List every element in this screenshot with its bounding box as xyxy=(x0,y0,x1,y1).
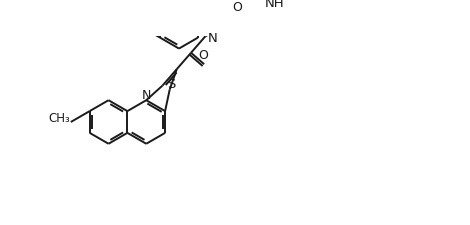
Text: S: S xyxy=(167,78,175,91)
Text: O: O xyxy=(232,1,243,14)
Text: NH: NH xyxy=(265,0,285,10)
Text: O: O xyxy=(198,49,208,62)
Text: N: N xyxy=(141,88,151,101)
Text: CH₃: CH₃ xyxy=(48,112,70,125)
Text: N: N xyxy=(208,32,218,45)
